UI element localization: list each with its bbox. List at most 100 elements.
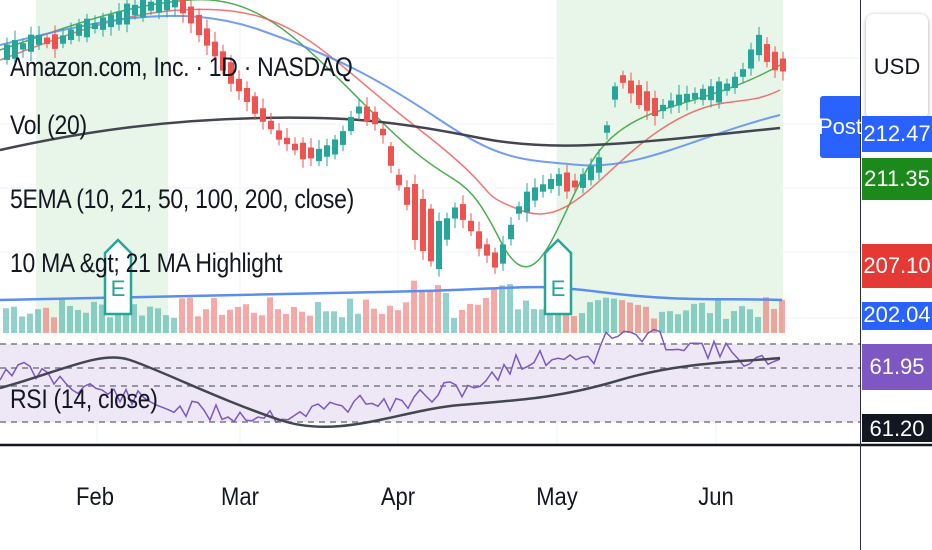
volume-bar-13 <box>107 317 113 333</box>
candle-body-45 <box>364 106 370 122</box>
candle-body-89 <box>716 81 722 103</box>
volume-bar-18 <box>147 306 153 333</box>
earnings-marker-may-label: E <box>551 276 566 301</box>
indicator-volume[interactable]: Vol (20) <box>10 110 87 140</box>
candle-body-61 <box>492 252 498 268</box>
candle-body-93 <box>748 49 754 69</box>
ema50-line <box>0 14 781 167</box>
candle-body-28 <box>228 62 234 84</box>
volume-bar-88 <box>707 313 713 333</box>
candle-body-40 <box>324 145 330 157</box>
volume-bar-58 <box>467 304 473 333</box>
volume-bar-11 <box>91 301 97 333</box>
post-market-badge: Post <box>818 96 862 158</box>
volume-bar-94 <box>755 317 761 333</box>
earnings-marker-feb-label: E <box>111 276 126 301</box>
candle-body-70 <box>564 172 570 192</box>
volume-bar-38 <box>307 315 313 333</box>
x-tick-feb: Feb <box>76 482 114 511</box>
candle-body-85 <box>684 93 690 103</box>
candle-body-25 <box>204 28 210 46</box>
volume-bar-62 <box>499 285 505 333</box>
candle-body-49 <box>396 174 402 186</box>
indicator-rsi[interactable]: RSI (14, close) <box>10 384 158 414</box>
volume-bar-83 <box>667 311 673 333</box>
volume-bar-77 <box>619 300 625 333</box>
volume-bar-0 <box>3 308 9 333</box>
ema-lines <box>0 0 781 268</box>
volume-bar-86 <box>691 303 697 333</box>
price-label-ema50: 212.47 <box>862 116 932 152</box>
x-tick-mar: Mar <box>221 482 259 511</box>
candle-body-22 <box>180 0 186 14</box>
volume-bar-10 <box>83 312 89 333</box>
candle-body-52 <box>420 198 426 252</box>
volume-bar-47 <box>379 313 385 333</box>
candle-body-10 <box>84 18 90 38</box>
rsi-line <box>0 328 781 424</box>
candle-body-90 <box>724 83 730 91</box>
volume-bar-2 <box>19 316 25 333</box>
candle-body-76 <box>612 86 618 100</box>
volume-bar-36 <box>291 306 297 333</box>
candle-body-26 <box>212 41 218 57</box>
candle-body-23 <box>188 6 194 24</box>
candle-body-66 <box>532 187 538 201</box>
candle-body-87 <box>700 88 706 101</box>
rsi-ma-line <box>0 356 781 428</box>
volume-bar-65 <box>523 300 529 333</box>
indicator-ema[interactable]: 5EMA (10, 21, 50, 100, 200, close) <box>10 184 354 214</box>
chart-title: Amazon.com, Inc. · 1D · NASDAQ <box>10 52 353 82</box>
candle-body-88 <box>708 86 714 101</box>
candle-body-27 <box>220 51 226 71</box>
candle-body-1 <box>12 40 18 59</box>
candle-body-67 <box>540 184 546 192</box>
candle-body-29 <box>236 78 242 92</box>
x-tick-jun: Jun <box>698 482 734 511</box>
volume-bar-33 <box>267 297 273 333</box>
candle-body-55 <box>444 218 450 240</box>
volume-bar-45 <box>363 299 369 333</box>
volume-bar-30 <box>243 304 249 333</box>
volume-bar-72 <box>579 313 585 333</box>
candle-body-41 <box>332 139 338 155</box>
volume-bar-21 <box>171 317 177 333</box>
volume-bar-34 <box>275 309 281 333</box>
candle-body-97 <box>780 58 786 72</box>
volume-bar-89 <box>715 297 721 333</box>
candle-body-54 <box>436 220 442 270</box>
candle-body-16 <box>132 4 138 16</box>
volume-bar-68 <box>547 313 553 333</box>
currency-button[interactable]: USD <box>866 14 928 120</box>
volume-bar-44 <box>355 313 361 333</box>
indicator-ma-highlight[interactable]: 10 MA &gt; 21 MA Highlight <box>10 248 283 278</box>
volume-bar-66 <box>531 309 537 333</box>
candle-body-69 <box>556 174 562 186</box>
x-tick-may: May <box>536 482 578 511</box>
volume-bar-82 <box>659 311 665 333</box>
candle-body-42 <box>340 131 346 145</box>
candle-body-12 <box>100 17 106 30</box>
volume-bar-1 <box>11 306 17 333</box>
price-axis-divider <box>860 0 861 550</box>
candle-body-37 <box>300 142 306 160</box>
volume-ma-line <box>0 285 783 302</box>
volume-bar-59 <box>475 304 481 333</box>
volume-bar-71 <box>571 316 577 333</box>
volume-bar-87 <box>699 302 705 333</box>
candle-body-8 <box>68 29 74 41</box>
volume-bar-56 <box>451 317 457 333</box>
volume-bar-57 <box>459 309 465 333</box>
candle-body-96 <box>772 51 778 71</box>
volume-bar-7 <box>59 299 65 333</box>
candle-body-14 <box>116 11 122 25</box>
volume-bar-48 <box>387 305 393 333</box>
volume-bar-97 <box>779 299 785 333</box>
volume-bar-17 <box>139 315 145 333</box>
volume-bar-25 <box>203 309 209 333</box>
candle-body-38 <box>308 147 314 159</box>
candle-body-21 <box>172 0 178 8</box>
volume-bar-79 <box>635 304 641 333</box>
